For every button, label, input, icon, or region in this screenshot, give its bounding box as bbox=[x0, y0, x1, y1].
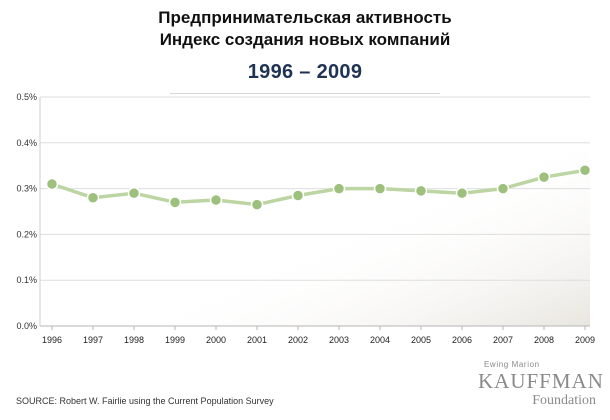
source-note: SOURCE: Robert W. Fairlie using the Curr… bbox=[16, 396, 274, 406]
data-point bbox=[414, 184, 428, 198]
data-point bbox=[86, 191, 100, 205]
data-point bbox=[291, 189, 305, 202]
chart-title: Предпринимательская активность bbox=[158, 8, 452, 27]
y-tick-label: 0.3% bbox=[16, 184, 37, 194]
data-point bbox=[537, 170, 551, 184]
chart-subtitle: 1996 – 2009 bbox=[247, 61, 363, 83]
y-tick-label: 0.0% bbox=[16, 321, 37, 331]
x-tick-label: 2001 bbox=[247, 335, 267, 345]
x-tick-label: 2003 bbox=[329, 335, 349, 345]
y-tick-label: 0.2% bbox=[16, 229, 37, 239]
x-tick-label: 2000 bbox=[206, 335, 226, 345]
y-tick-label: 0.1% bbox=[16, 275, 37, 285]
x-tick-label: 2009 bbox=[575, 335, 595, 345]
data-point bbox=[209, 193, 223, 207]
chart-title-line2: Индекс создания новых компаний bbox=[159, 30, 451, 49]
x-tick-label: 1998 bbox=[124, 335, 144, 345]
x-tick-label: 2002 bbox=[288, 335, 308, 345]
x-tick-label: 1997 bbox=[83, 335, 103, 345]
plot-area bbox=[40, 97, 590, 326]
y-tick-label: 0.4% bbox=[16, 138, 37, 148]
x-tick-label: 2005 bbox=[411, 335, 431, 345]
x-tick-label: 2008 bbox=[534, 335, 554, 345]
kauffman-logo: Ewing Marion KAUFFMAN Foundation bbox=[478, 360, 603, 414]
data-point bbox=[455, 186, 469, 200]
data-point bbox=[127, 186, 141, 200]
logo-foundation-text: Foundation bbox=[532, 393, 596, 408]
logo-small-text: Ewing Marion bbox=[484, 360, 540, 369]
series-line bbox=[51, 168, 586, 207]
data-point bbox=[250, 198, 264, 211]
data-point bbox=[496, 182, 510, 195]
data-point bbox=[168, 196, 182, 209]
data-point bbox=[45, 177, 59, 191]
x-tick-label: 2007 bbox=[493, 335, 513, 345]
x-tick-label: 1999 bbox=[165, 335, 185, 345]
logo-big-text: KAUFFMAN bbox=[478, 369, 604, 393]
x-tick-label: 2006 bbox=[452, 335, 472, 345]
data-point bbox=[578, 164, 592, 177]
data-point bbox=[373, 182, 387, 195]
x-tick-label: 1996 bbox=[42, 335, 62, 345]
x-tick-label: 2004 bbox=[370, 335, 390, 345]
title-divider bbox=[170, 93, 440, 94]
data-point bbox=[332, 182, 346, 195]
y-tick-label: 0.5% bbox=[16, 92, 37, 102]
